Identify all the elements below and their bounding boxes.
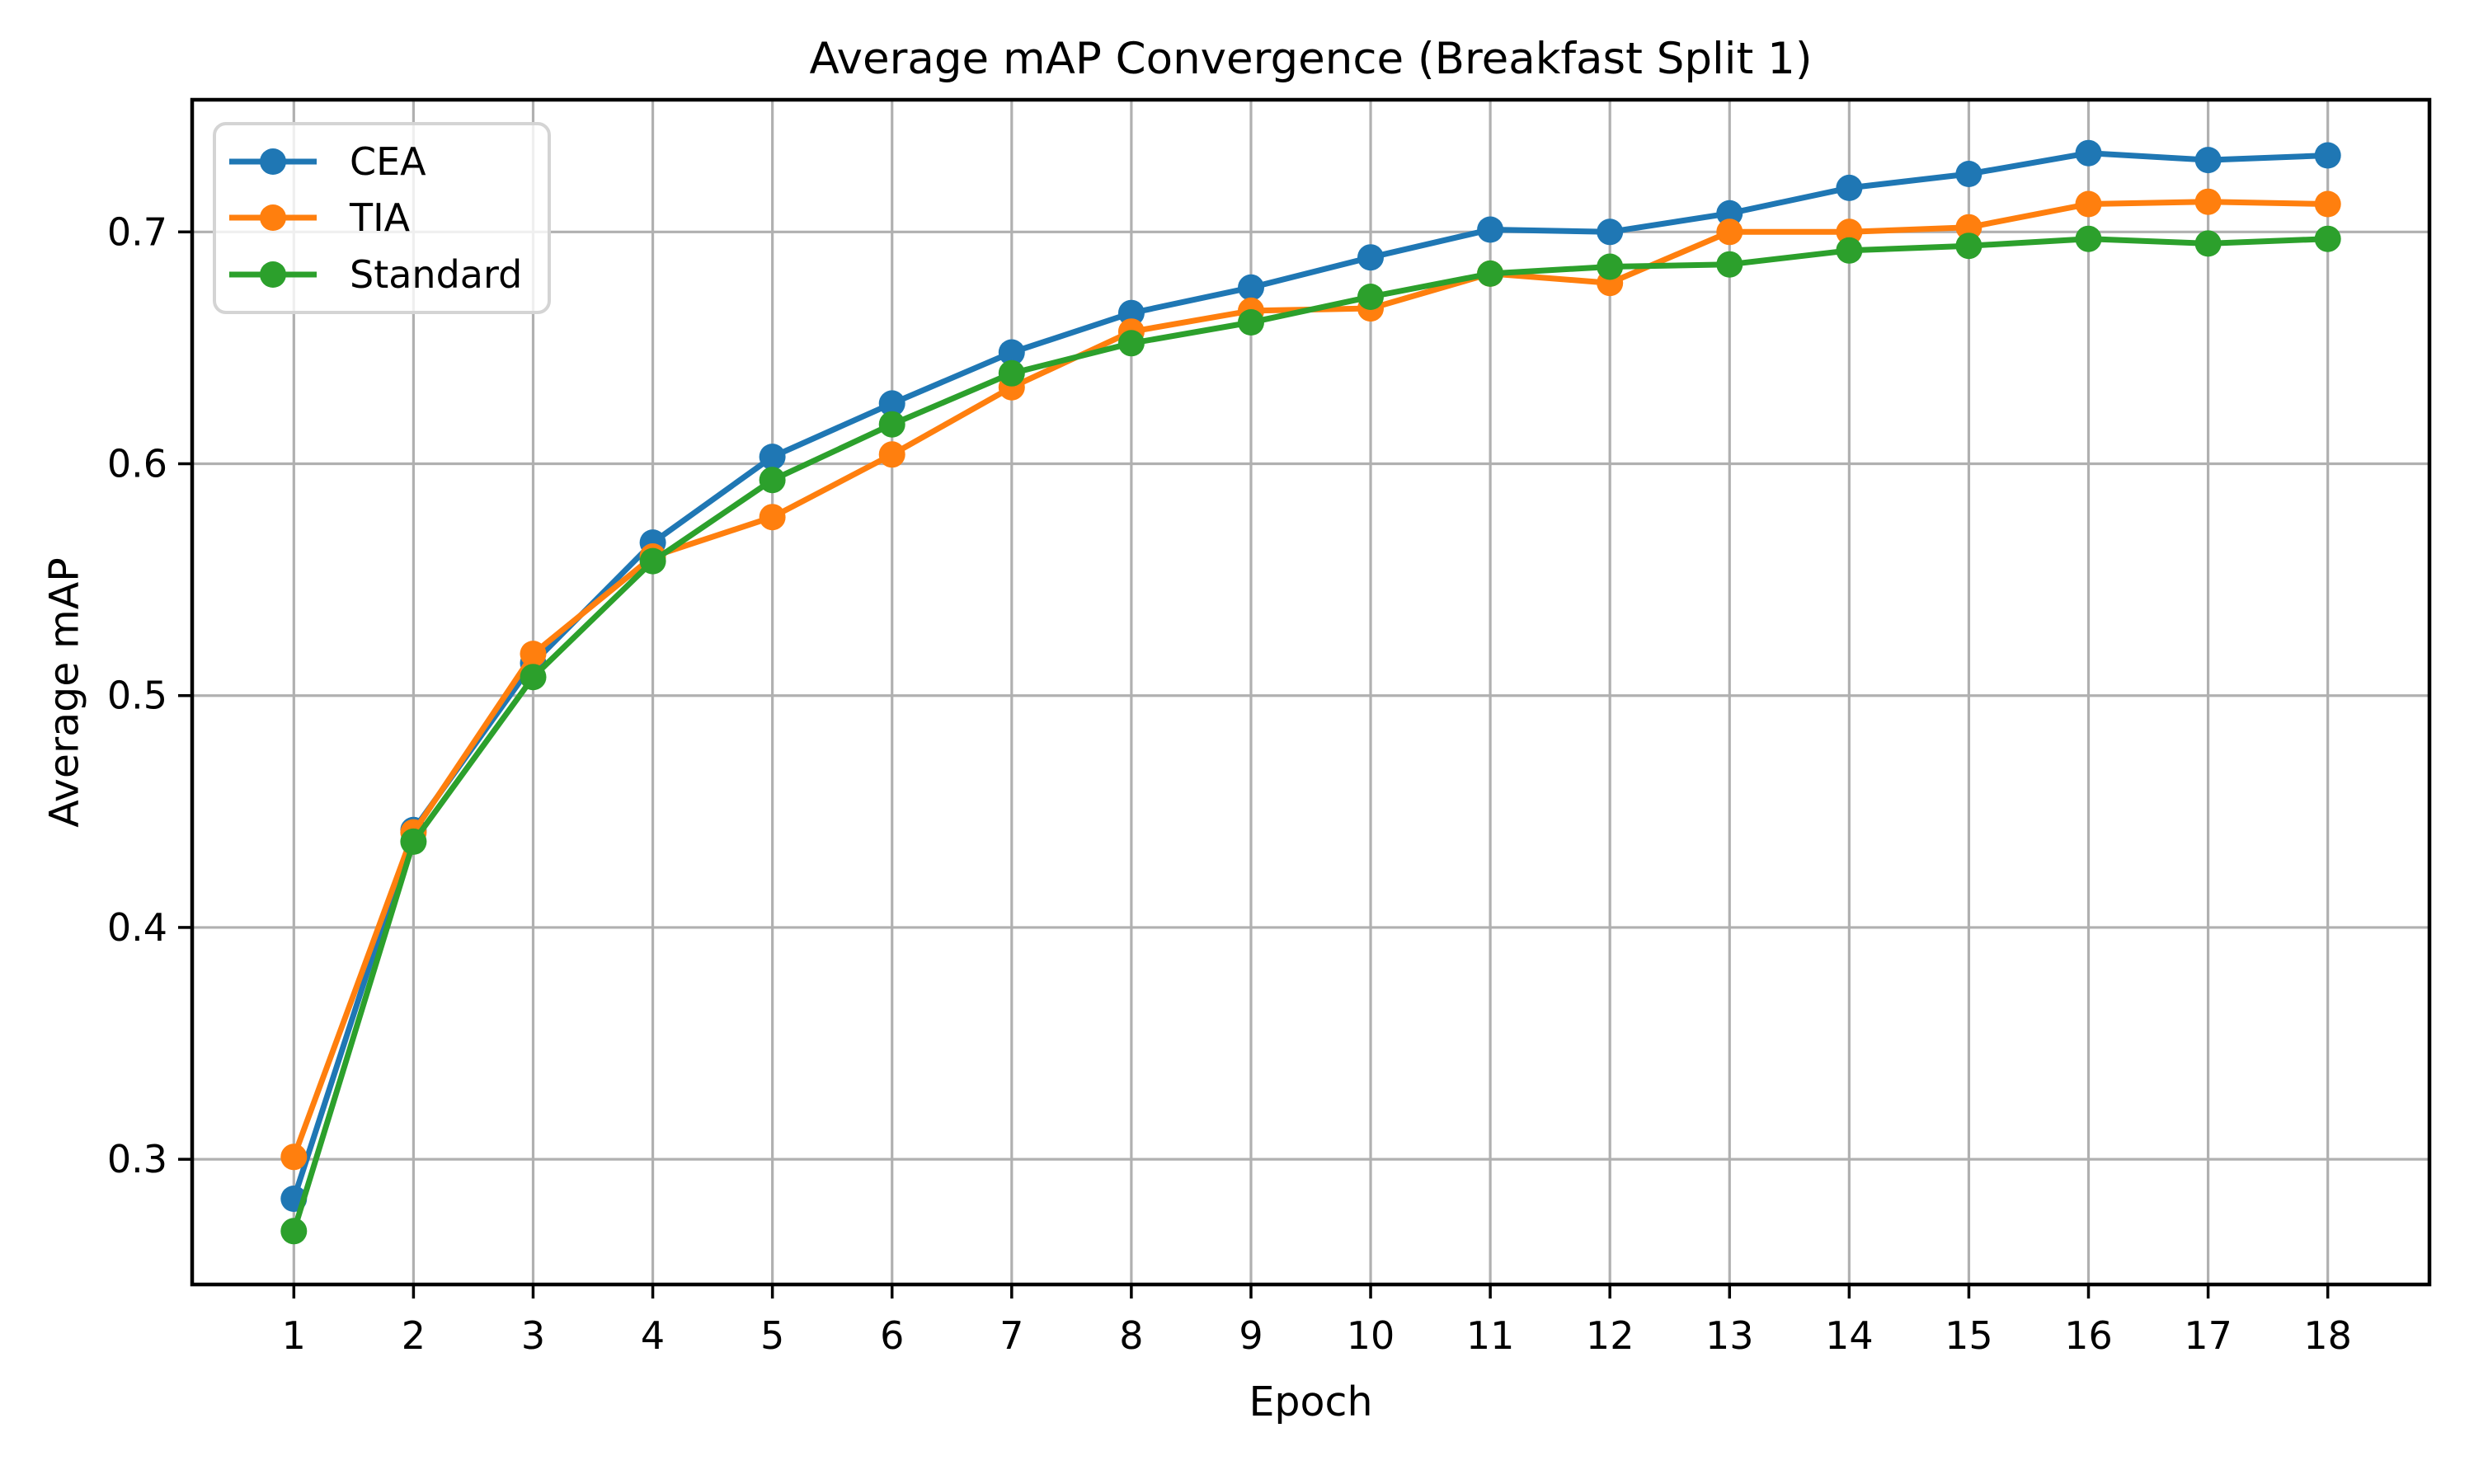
y-tick-label: 0.6 [107, 442, 167, 486]
series-TIA-marker [520, 641, 547, 668]
series-Standard-marker [1117, 330, 1145, 357]
series-CEA-line [290, 150, 2331, 1202]
legend: CEA TIA Standard [213, 122, 551, 314]
x-axis-label: Epoch [1249, 1378, 1373, 1425]
series-CEA-marker [1955, 161, 1982, 187]
series-CEA-marker [1836, 174, 1863, 201]
plot-border [190, 97, 2432, 1287]
x-tick-label: 14 [1825, 1313, 1874, 1358]
series-CEA-marker [2314, 142, 2341, 169]
series-CEA-marker [1477, 216, 1504, 243]
series-Standard-marker [2075, 225, 2102, 252]
series-CEA-marker [2075, 139, 2102, 167]
series-Standard-marker [1716, 251, 1743, 278]
legend-item-standard: Standard [228, 248, 548, 301]
series-Standard-marker [1477, 260, 1504, 287]
series-TIA-line [290, 199, 2331, 1160]
x-tick-label: 5 [760, 1313, 784, 1358]
series-Standard-marker [759, 467, 786, 494]
gridlines [192, 100, 2429, 1284]
y-tick-label: 0.3 [107, 1137, 167, 1181]
series-Standard-line [290, 236, 2331, 1234]
legend-label-standard: Standard [350, 251, 523, 297]
series-CEA-marker [1597, 218, 1624, 246]
series-Standard-marker [639, 547, 666, 575]
y-axis-label: Average mAP [40, 557, 88, 828]
series-CEA-marker [1117, 299, 1145, 326]
series-CEA-marker [878, 390, 905, 417]
series-Standard [280, 225, 2341, 1245]
x-tick-label: 4 [641, 1313, 665, 1358]
series-CEA-marker [998, 339, 1025, 366]
x-tick-label: 8 [1119, 1313, 1143, 1358]
x-tick-label: 16 [2064, 1313, 2113, 1358]
series-Standard-marker [1836, 237, 1863, 264]
tia-line-marker-swatch [229, 204, 317, 232]
series-TIA-marker [2075, 190, 2102, 218]
series-TIA-marker [2314, 190, 2341, 218]
series-TIA-marker [1716, 218, 1743, 246]
legend-label-tia: TIA [350, 195, 411, 241]
chart-title: Average mAP Convergence (Breakfast Split… [809, 34, 1813, 84]
x-tick-label: 15 [1945, 1313, 1993, 1358]
series-Standard-marker [1597, 253, 1624, 280]
series-Standard-marker [2194, 230, 2222, 257]
series-Standard-marker [878, 411, 905, 438]
series-TIA-marker [1955, 214, 1982, 241]
x-ticks: 1 2 3 4 5 6 7 8 9 10 11 12 13 14 15 16 17 18 [282, 1286, 2352, 1358]
series-Standard-marker [1955, 232, 1982, 260]
x-tick-label: 18 [2303, 1313, 2352, 1358]
series-TIA-marker [2194, 188, 2222, 215]
series-CEA-marker [2194, 147, 2222, 174]
series-TIA [280, 188, 2341, 1171]
series-Standard-marker [400, 828, 427, 855]
x-tick-label: 10 [1347, 1313, 1395, 1358]
x-tick-label: 11 [1466, 1313, 1515, 1358]
x-tick-label: 7 [999, 1313, 1023, 1358]
series-TIA-marker [759, 504, 786, 531]
legend-item-cea: CEA [228, 135, 548, 188]
x-tick-label: 3 [521, 1313, 545, 1358]
cea-line-marker-swatch [229, 148, 317, 176]
standard-line-marker-swatch [229, 261, 317, 288]
series-Standard-marker [1357, 284, 1384, 310]
x-tick-label: 1 [282, 1313, 306, 1358]
series-Standard-marker [1238, 309, 1264, 336]
series-CEA-marker [1357, 244, 1384, 271]
x-tick-label: 9 [1239, 1313, 1263, 1358]
x-tick-label: 6 [880, 1313, 904, 1358]
y-ticks: 0.3 0.4 0.5 0.6 0.7 [107, 209, 190, 1181]
series-Standard-marker [2314, 225, 2341, 252]
x-tick-label: 13 [1705, 1313, 1754, 1358]
y-tick-label: 0.4 [107, 905, 167, 950]
y-tick-label: 0.7 [107, 209, 167, 254]
series-Standard-marker [520, 664, 547, 691]
legend-item-tia: TIA [228, 191, 548, 244]
series-Standard-marker [280, 1218, 308, 1245]
series-Standard-marker [998, 359, 1025, 387]
y-tick-label: 0.5 [107, 674, 167, 718]
series-TIA-marker [1836, 218, 1863, 246]
series-CEA-marker [759, 444, 786, 471]
x-tick-label: 2 [402, 1313, 426, 1358]
x-tick-label: 17 [2184, 1313, 2232, 1358]
series-TIA-marker [280, 1144, 308, 1171]
x-tick-label: 12 [1586, 1313, 1634, 1358]
series-TIA-marker [878, 441, 905, 468]
series-CEA-marker [1716, 200, 1743, 227]
series-CEA [280, 139, 2341, 1212]
series-CEA-marker [1238, 274, 1264, 301]
legend-label-cea: CEA [350, 139, 426, 185]
